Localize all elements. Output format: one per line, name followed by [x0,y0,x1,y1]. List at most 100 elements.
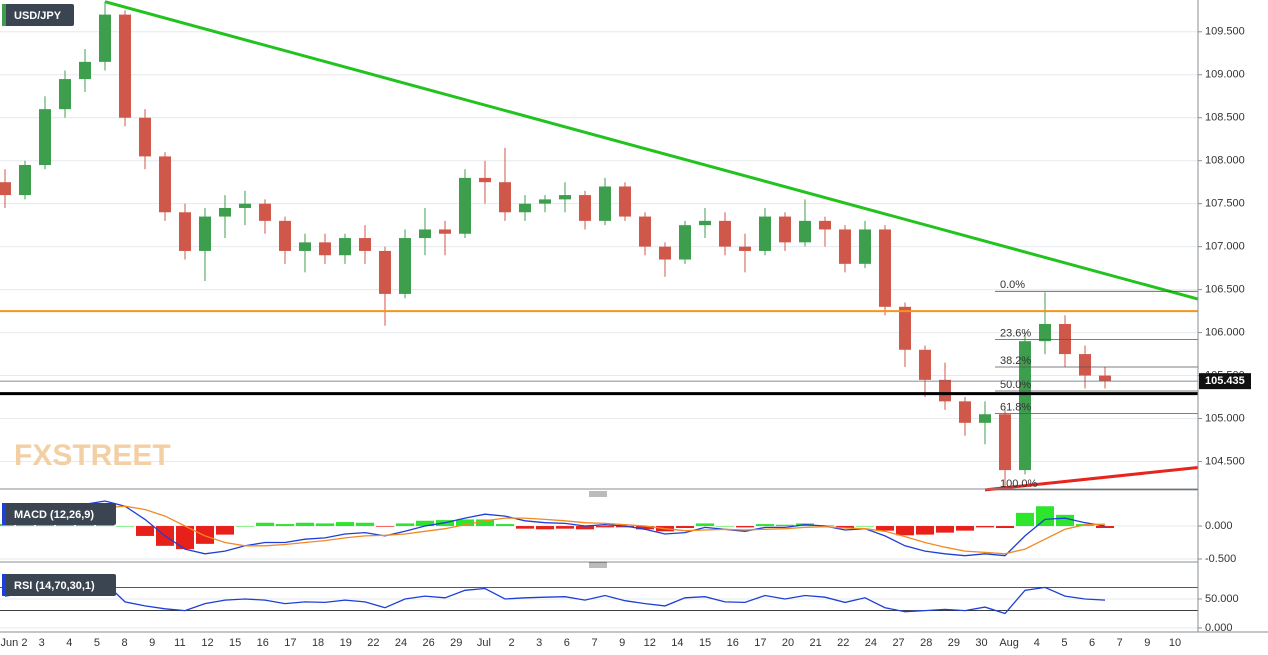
y-tick-label: 106.000 [1205,326,1245,338]
indicator-line [4,500,1106,557]
trend-line [984,466,1199,492]
histogram-bar [516,526,534,529]
x-tick-label: 30 [975,637,987,649]
x-tick-label: 7 [591,637,597,649]
histogram-bar [916,526,934,535]
candle-body [499,182,511,213]
y-tick-label: 0.000 [1205,622,1233,634]
histogram-bar [356,522,374,527]
candle-body [379,250,391,294]
fib-label: 23.6% [1000,327,1031,339]
histogram-bar [376,526,394,527]
x-tick-label: 20 [782,637,794,649]
x-tick-label: 22 [837,637,849,649]
x-tick-label: 3 [39,637,45,649]
histogram-bar [1096,526,1114,529]
x-tick-label: 11 [174,637,185,649]
candle-body [359,238,371,251]
fib-label: 100.0% [1000,478,1038,490]
histogram-bar [636,526,654,530]
candle-body [0,182,11,196]
histogram-bar [1016,512,1034,527]
histogram-bar [836,526,854,529]
candle-body [999,414,1011,471]
candle-body [719,220,731,247]
x-tick-label: 14 [671,637,683,649]
candle-body [239,203,251,208]
x-tick-label: 7 [1117,637,1123,649]
candle-body [899,306,911,350]
histogram-bar [216,526,234,535]
panel-title: MACD (12,26,9) [14,509,94,521]
y-tick-label: 0.000 [1205,520,1233,532]
plot-layer: 104.500105.000105.500106.000106.500107.0… [0,0,1251,649]
histogram-bar [616,526,634,528]
candle-body [739,246,751,251]
candle-body [799,220,811,243]
candle-body [1099,375,1111,382]
histogram-bar [116,526,134,527]
candle-body [519,203,531,213]
x-tick-label: 24 [865,637,877,649]
fib-label: 61.8% [1000,401,1031,413]
x-tick-label: 28 [920,637,932,649]
x-tick-label: 5 [1061,637,1067,649]
candle-body [779,216,791,243]
histogram-bar [676,526,694,529]
histogram-bar [776,524,794,527]
candle-body [639,216,651,247]
x-tick-label: 4 [66,637,72,649]
candle-body [319,242,331,256]
panel-title: RSI (14,70,30,1) [14,580,95,592]
candle-body [679,225,691,260]
histogram-bar [416,520,434,527]
histogram-bar [236,526,254,527]
histogram-bar [136,526,154,536]
candle-body [219,207,231,217]
candle-body [559,195,571,200]
histogram-bar [936,526,954,533]
histogram-bar [1036,506,1054,527]
histogram-bar [736,526,754,528]
chart-title: USD/JPY [14,10,62,22]
y-tick-label: 104.500 [1205,455,1245,467]
candle-body [439,229,451,234]
histogram-bar [556,526,574,529]
y-tick-label: 109.000 [1205,69,1245,81]
x-tick-label: 16 [727,637,739,649]
resize-handle[interactable] [589,491,607,497]
title-box: RSI (14,70,30,1) [2,574,116,596]
trend-line [104,0,1199,301]
histogram-bar [476,519,494,527]
x-tick-label: 5 [94,637,100,649]
histogram-bar [276,524,294,527]
candle-body [119,14,131,118]
x-tick-label: 15 [699,637,711,649]
fib-label: 0.0% [1000,279,1025,291]
candle-body [839,229,851,264]
candle-body [199,216,211,251]
candle-body [479,177,491,183]
x-tick-label: 24 [395,637,407,649]
candle-body [159,156,171,213]
histogram-bar [316,523,334,527]
candle-body [279,220,291,251]
histogram-bar [1056,514,1074,527]
x-tick-label: 29 [450,637,462,649]
candle-body [459,177,471,234]
candle-body [39,109,51,166]
x-tick-label: 6 [564,637,570,649]
x-tick-label: 12 [201,637,213,649]
candle-body [959,401,971,423]
title-box: USD/JPY [2,4,74,26]
candle-body [139,117,151,157]
candle-body [599,186,611,221]
x-tick-label: 17 [284,637,296,649]
histogram-bar [856,526,874,527]
y-tick-label: 108.000 [1205,155,1245,167]
resize-handle[interactable] [589,562,607,568]
x-tick-label: 21 [810,637,822,649]
fib-label: 50.0% [1000,379,1031,391]
histogram-bar [256,522,274,527]
